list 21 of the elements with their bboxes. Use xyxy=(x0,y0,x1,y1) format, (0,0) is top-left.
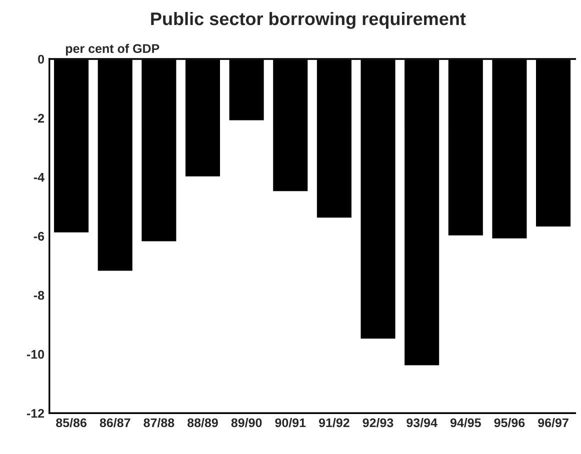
y-tick-label: -8 xyxy=(34,290,44,300)
y-tick-label: -12 xyxy=(26,408,44,418)
y-tick-label: -6 xyxy=(34,232,44,241)
x-tick-label: 91/92 xyxy=(318,418,350,428)
x-tick-label: 93/94 xyxy=(406,418,438,428)
x-tick-label: 90/91 xyxy=(275,418,306,428)
x-tick-label: 85/86 xyxy=(56,418,86,428)
y-tick-label: -4 xyxy=(34,172,44,182)
x-tick-label: 87/88 xyxy=(144,418,174,428)
x-tick-label: 92/93 xyxy=(362,418,394,428)
y-tick-label: -2 xyxy=(34,114,44,123)
x-tick-label: 88/89 xyxy=(188,418,218,428)
chart-title: Public sector borrowing requirement xyxy=(151,12,466,29)
x-tick-label: 89/90 xyxy=(231,418,262,428)
x-tick-label: 95/96 xyxy=(494,418,525,428)
x-tick-label: 86/87 xyxy=(100,418,130,428)
x-tick-label: 94/95 xyxy=(450,418,481,428)
y-axis-title: per cent of GDP xyxy=(66,44,160,56)
x-tick-label: 96/97 xyxy=(538,418,568,428)
y-tick-label: -10 xyxy=(26,350,44,359)
y-tick-label: 0 xyxy=(38,54,44,64)
